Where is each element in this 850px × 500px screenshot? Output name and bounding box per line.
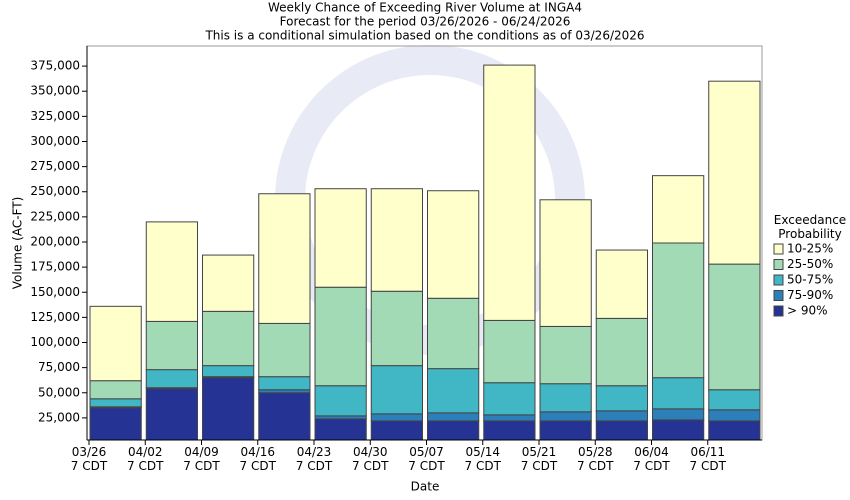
y-tick-label: 350,000 xyxy=(30,84,80,98)
bar-segment xyxy=(652,242,705,379)
x-tick-label: 04/09 7 CDT xyxy=(183,445,220,473)
bar-segment xyxy=(145,369,198,389)
chart-subtitle: This is a conditional simulation based o… xyxy=(204,29,644,43)
bar-segment xyxy=(483,414,536,422)
y-tick-label: 275,000 xyxy=(30,159,80,173)
bar-segment xyxy=(258,376,311,391)
y-tick-label: 300,000 xyxy=(30,134,80,148)
bar-segment xyxy=(258,392,311,441)
bar-segment xyxy=(708,263,761,391)
bar-segment xyxy=(652,408,705,421)
bar-segment xyxy=(89,305,142,382)
bar-segment xyxy=(314,286,367,387)
x-tick-label: 04/23 7 CDT xyxy=(296,445,333,473)
y-tick-label: 125,000 xyxy=(30,310,80,324)
bar-segment xyxy=(539,325,592,385)
y-tick-label: 375,000 xyxy=(30,59,80,73)
bar-segment xyxy=(427,297,480,370)
bar-segment xyxy=(539,420,592,441)
x-tick-label: 06/04 7 CDT xyxy=(633,445,670,473)
x-tick-label: 04/30 7 CDT xyxy=(352,445,389,473)
bar-segment xyxy=(595,317,648,387)
bar-segment xyxy=(427,190,480,299)
bar-segment xyxy=(595,420,648,441)
y-tick-label: 75,000 xyxy=(38,360,80,374)
bar-segment xyxy=(202,254,255,312)
x-tick-label: 05/21 7 CDT xyxy=(521,445,558,473)
bar-segment xyxy=(370,188,423,292)
legend-label: 10-25% xyxy=(787,242,833,256)
legend-label: 50-75% xyxy=(787,273,833,287)
bar-segment xyxy=(427,420,480,441)
legend-label: 75-90% xyxy=(787,288,833,302)
bar-segment xyxy=(708,420,761,441)
bar-segment xyxy=(483,420,536,441)
y-tick-label: 200,000 xyxy=(30,234,80,248)
legend-title: Exceedance Probability xyxy=(774,213,846,241)
bar-segment xyxy=(595,410,648,422)
y-tick-label: 175,000 xyxy=(30,260,80,274)
bar-segment xyxy=(258,193,311,324)
y-tick-label: 25,000 xyxy=(38,410,80,424)
bar-segment xyxy=(202,310,255,367)
bar-segment xyxy=(708,409,761,422)
y-tick-label: 225,000 xyxy=(30,209,80,223)
legend-label: 25-50% xyxy=(787,257,833,271)
x-tick-label: 06/11 7 CDT xyxy=(690,445,727,473)
bar-segment xyxy=(89,407,142,441)
x-tick-label: 05/14 7 CDT xyxy=(465,445,502,473)
legend-swatch xyxy=(773,290,784,301)
bar-segment xyxy=(314,188,367,288)
x-tick-label: 05/28 7 CDT xyxy=(577,445,614,473)
x-axis-label: Date xyxy=(411,480,440,494)
bar-segment xyxy=(370,420,423,441)
bar-segment xyxy=(539,411,592,422)
x-tick-label: 04/02 7 CDT xyxy=(127,445,164,473)
bar-segment xyxy=(483,382,536,416)
chart-subtitle: Forecast for the period 03/26/2026 - 06/… xyxy=(280,15,571,29)
y-axis-label: Volume (AC-FT) xyxy=(11,197,25,290)
x-tick-label: 03/26 7 CDT xyxy=(71,445,108,473)
legend-swatch xyxy=(773,259,784,270)
bar-segment xyxy=(539,199,592,327)
legend-swatch xyxy=(773,305,784,317)
legend-swatch xyxy=(773,274,784,286)
bar-segment xyxy=(145,388,198,441)
bar-segment xyxy=(483,319,536,384)
y-tick-label: 250,000 xyxy=(30,184,80,198)
legend-swatch xyxy=(773,243,784,255)
chart-title: Weekly Chance of Exceeding River Volume … xyxy=(268,1,582,15)
bar-segment xyxy=(370,365,423,415)
bar-segment xyxy=(202,377,255,441)
x-tick-label: 05/07 7 CDT xyxy=(408,445,445,473)
y-tick-label: 100,000 xyxy=(30,335,80,349)
bar-segment xyxy=(483,64,536,321)
bar-segment xyxy=(145,221,198,322)
bar-segment xyxy=(652,377,705,410)
bar-segment xyxy=(370,290,423,367)
y-tick-label: 150,000 xyxy=(30,285,80,299)
bar-segment xyxy=(652,175,705,244)
bar-segment xyxy=(89,380,142,400)
bar-segment xyxy=(145,320,198,371)
bar-segment xyxy=(595,385,648,412)
bar-segment xyxy=(652,419,705,441)
bar-segment xyxy=(708,389,761,411)
bar-segment xyxy=(708,80,761,265)
bar-segment xyxy=(539,383,592,413)
bar-segment xyxy=(202,365,255,378)
bar-segment xyxy=(595,249,648,319)
bar-segment xyxy=(258,322,311,378)
bar-segment xyxy=(314,418,367,441)
bar-segment xyxy=(427,368,480,414)
legend-label: > 90% xyxy=(787,304,828,318)
bar-segment xyxy=(89,398,142,408)
y-tick-label: 50,000 xyxy=(38,385,80,399)
bar-segment xyxy=(370,413,423,422)
x-tick-label: 04/16 7 CDT xyxy=(240,445,277,473)
bar-segment xyxy=(427,412,480,422)
bar-segment xyxy=(314,385,367,417)
y-tick-label: 325,000 xyxy=(30,109,80,123)
